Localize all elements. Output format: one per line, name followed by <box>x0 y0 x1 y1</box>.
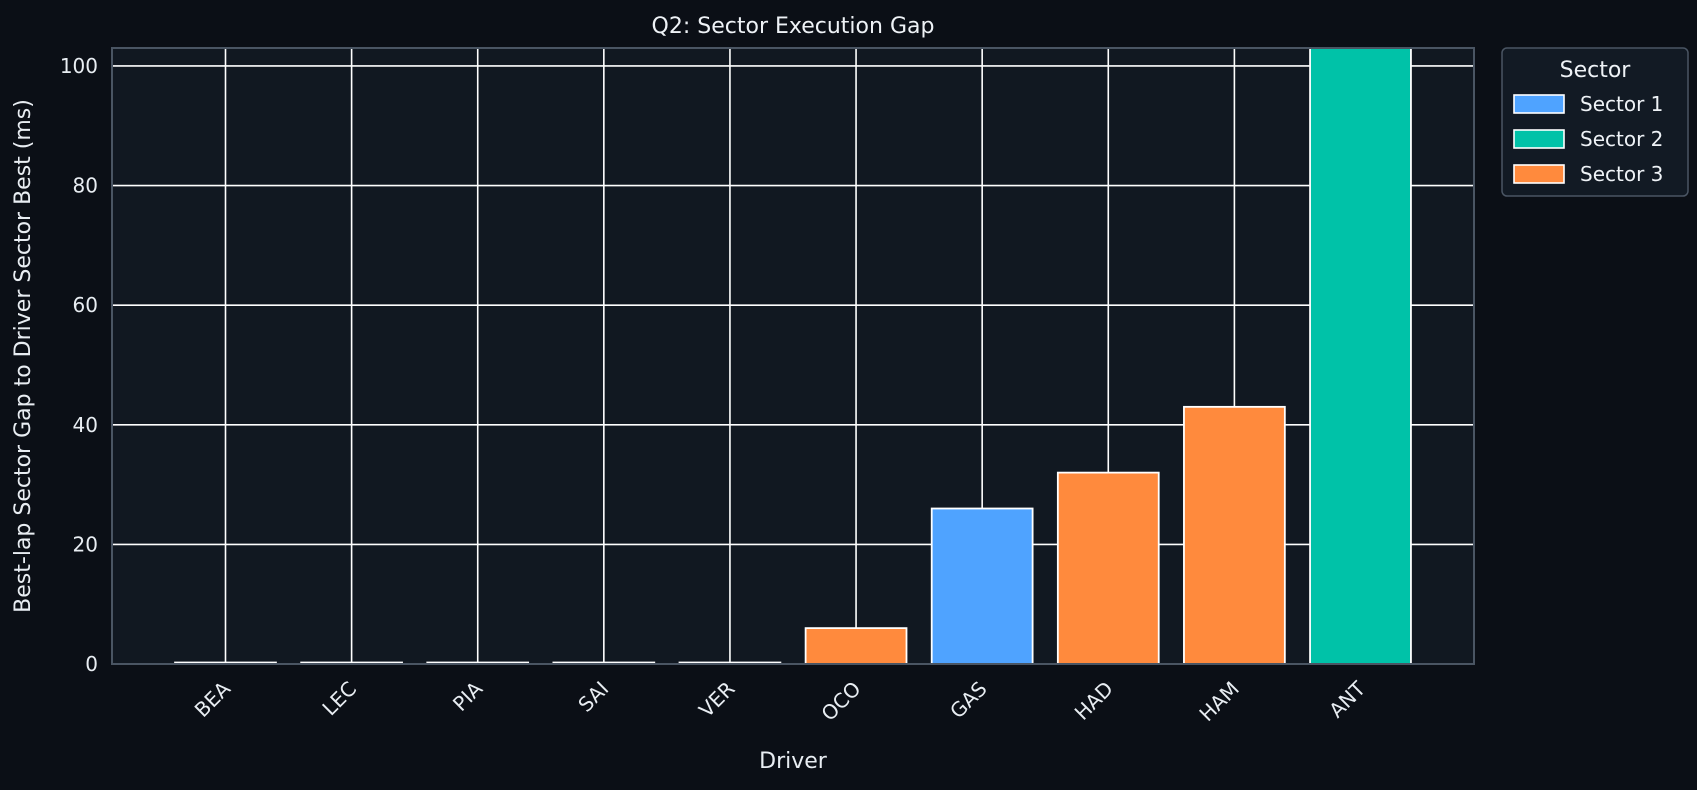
bar-ham <box>1183 405 1286 665</box>
bar-had <box>1056 471 1160 665</box>
y-tick-label: 0 <box>85 652 98 676</box>
plot-frame <box>111 47 1475 665</box>
y-tick-label: 20 <box>73 532 98 556</box>
y-tick-label: 60 <box>73 293 98 317</box>
legend-entries: Sector 1 Sector 2 Sector 3 <box>1513 92 1663 186</box>
legend-box <box>1501 47 1689 197</box>
y-tick-label: 100 <box>60 54 98 78</box>
legend: Sector Sector 1 Sector 2 Sector 3 <box>1501 47 1689 197</box>
bar-oco <box>804 627 908 665</box>
legend-swatch <box>1513 164 1565 184</box>
legend-entry-label: Sector 2 <box>1580 127 1663 151</box>
y-tick-label: 40 <box>73 413 98 437</box>
legend-entry-label: Sector 1 <box>1580 92 1663 116</box>
y-tick-labels: 0 20 40 60 80 100 <box>60 54 98 676</box>
chart-title: Q2: Sector Execution Gap <box>652 14 935 39</box>
x-axis-label: Driver <box>759 749 828 774</box>
legend-title: Sector <box>1560 58 1632 83</box>
y-axis-label: Best-lap Sector Gap to Driver Sector Bes… <box>11 99 36 613</box>
bar-gas <box>930 507 1034 665</box>
legend-swatch <box>1513 94 1565 114</box>
bar-ant <box>1309 47 1412 665</box>
y-tick-label: 80 <box>73 174 98 198</box>
legend-entry-label: Sector 3 <box>1580 162 1663 186</box>
legend-swatch <box>1513 129 1565 149</box>
